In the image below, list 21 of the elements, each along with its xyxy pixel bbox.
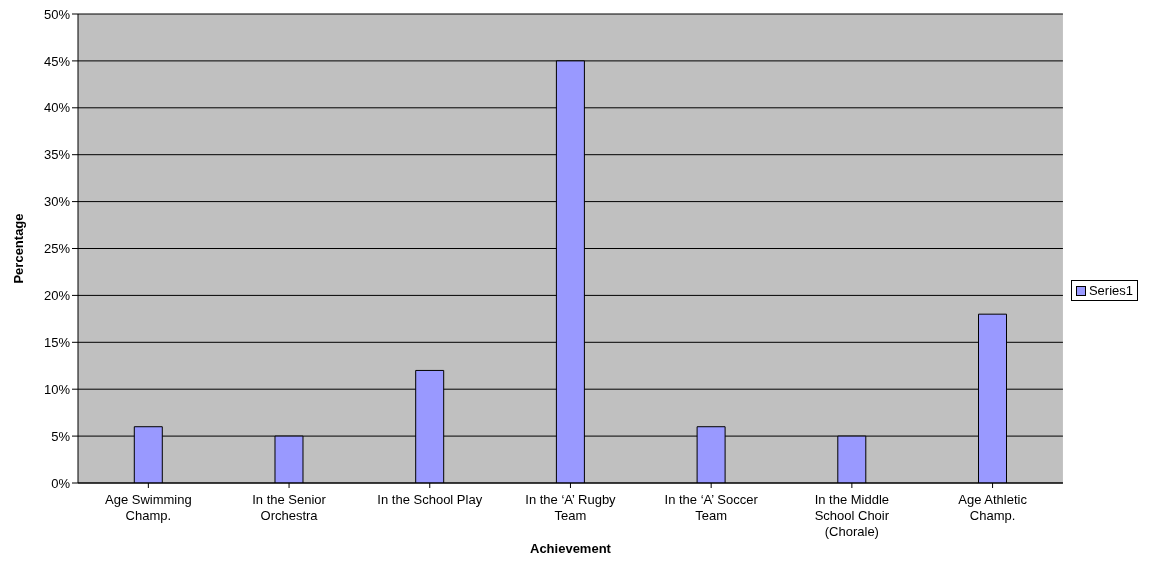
- x-tick-label: In the ‘A’ Rugby Team: [525, 492, 617, 523]
- x-tick-label: In the Middle School Choir (Chorale): [814, 492, 890, 539]
- y-tick-label: 30%: [43, 194, 71, 210]
- x-tick-label: In the ‘A’ Soccer Team: [664, 492, 759, 523]
- x-tick-label: Age Athletic Champ.: [958, 492, 1028, 523]
- x-tick-label: Age Swimming Champ.: [105, 492, 192, 523]
- y-tick-label: 50%: [43, 6, 71, 22]
- x-tick-label: In the School Play: [377, 492, 483, 507]
- y-tick-label: 5%: [51, 428, 71, 444]
- legend-label: Series1: [1088, 283, 1133, 298]
- y-tick-label: 40%: [43, 100, 71, 116]
- y-tick-label: 45%: [43, 53, 71, 69]
- y-tick-label: 25%: [43, 241, 71, 257]
- x-axis-title: Achievement: [530, 541, 612, 556]
- y-tick-label: 35%: [43, 147, 71, 163]
- y-tick-label: 15%: [43, 334, 71, 350]
- y-tick-label: 20%: [43, 288, 71, 304]
- y-tick-label: 0%: [51, 475, 71, 491]
- y-axis-title: Percentage: [10, 213, 26, 284]
- y-tick-label: 10%: [43, 381, 71, 397]
- x-tick-label: In the Senior Orchestra: [252, 492, 327, 523]
